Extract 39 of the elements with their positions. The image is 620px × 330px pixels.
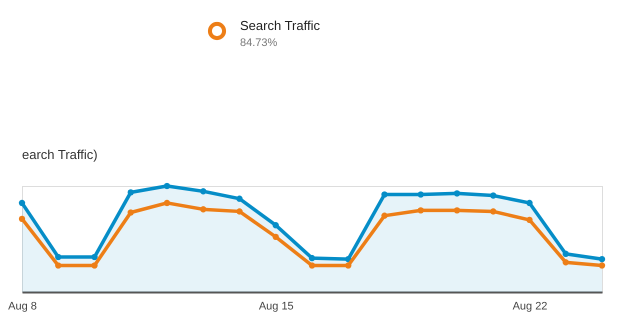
point: [454, 190, 460, 197]
x-tick-label: Aug 22: [512, 300, 548, 312]
point: [490, 208, 496, 215]
point: [55, 254, 62, 260]
point: [236, 208, 243, 215]
point: [490, 192, 496, 199]
point: [164, 200, 170, 206]
point: [418, 207, 424, 214]
point: [272, 222, 279, 228]
point: [18, 216, 26, 222]
legend-label: Search Traffic: [240, 18, 320, 33]
point: [128, 189, 134, 196]
point: [164, 182, 170, 190]
point: [562, 259, 569, 266]
point: [381, 191, 388, 198]
point: [200, 188, 206, 194]
text: 84.73%: [240, 37, 278, 49]
point: [381, 212, 388, 219]
point: [562, 250, 569, 257]
x-tick-label: Aug 8: [8, 300, 37, 312]
point: [55, 262, 62, 269]
point: [345, 262, 352, 269]
chart-title: earch Traffic): [22, 147, 98, 162]
point: [418, 191, 424, 198]
point: [128, 209, 134, 216]
point: [200, 206, 206, 212]
point: [454, 207, 460, 214]
x-tick-label: Aug 15: [258, 300, 294, 312]
point: [308, 262, 316, 269]
point: [526, 216, 533, 224]
point: [91, 262, 98, 269]
point: [598, 262, 606, 269]
point: [236, 196, 243, 202]
point: [272, 234, 279, 240]
point: [308, 254, 316, 262]
point: [598, 256, 606, 262]
point: [18, 200, 26, 206]
point: [91, 254, 98, 260]
point: [526, 200, 533, 206]
